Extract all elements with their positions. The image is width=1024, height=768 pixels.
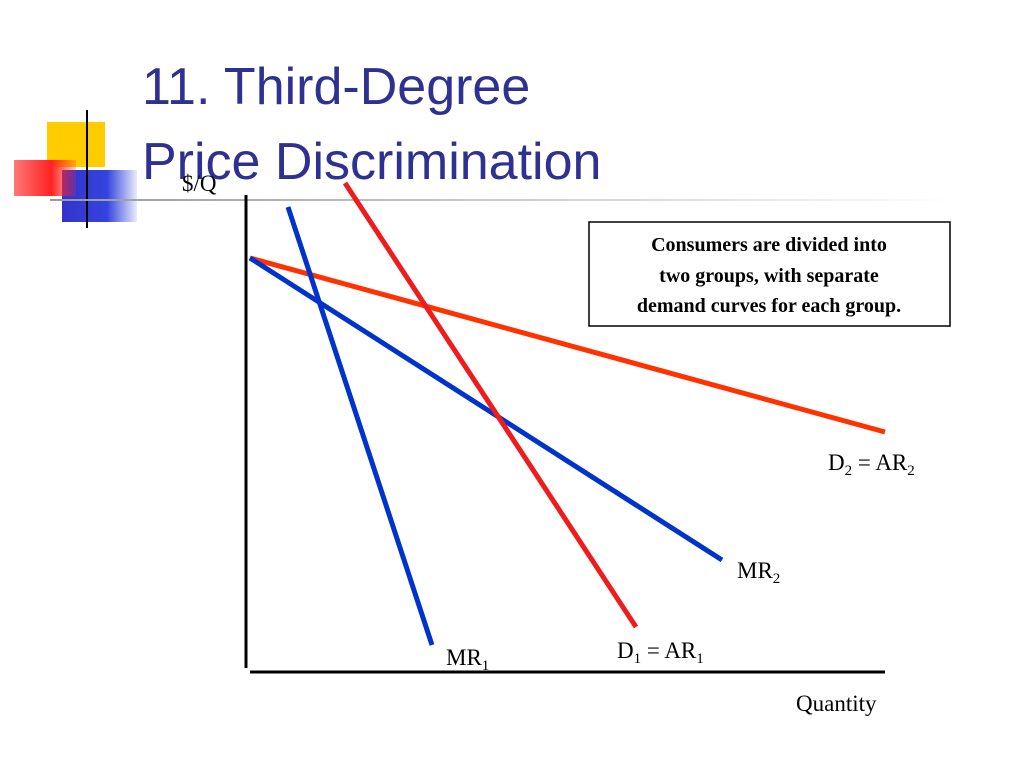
y-axis-label: $/Q (182, 171, 217, 196)
title: Price Discrimination (142, 133, 601, 191)
label-subscript: 1 (696, 651, 704, 667)
label-subscript: 1 (482, 658, 490, 674)
note-box (588, 221, 951, 327)
curve-label: D2 = AR2 (828, 450, 915, 479)
label-subscript: 1 (634, 651, 642, 667)
curve-label: MR1 (446, 645, 489, 674)
x-axis-label: Quantity (796, 691, 877, 716)
note-line: demand curves for each group. (637, 295, 901, 317)
note-line: two groups, with separate (659, 265, 879, 287)
mr1-curve (285, 206, 435, 646)
label-text: MR (446, 645, 482, 670)
label-text: D (617, 638, 634, 663)
label-subscript: 2 (845, 463, 853, 479)
label-text: = AR (641, 638, 697, 663)
title: 11. Third-Degree (142, 58, 530, 116)
curve-label: MR2 (737, 558, 780, 587)
d1-curve (342, 181, 639, 629)
note-line: Consumers are divided into (651, 234, 887, 256)
curve-label: D1 = AR1 (617, 638, 704, 667)
decoration (14, 110, 960, 228)
mr2-curve (248, 255, 724, 563)
label-text: = AR (852, 450, 908, 475)
label-subscript: 2 (907, 463, 915, 479)
label-subscript: 2 (773, 571, 781, 587)
d2-curve (249, 255, 886, 435)
label-text: MR (737, 558, 773, 583)
label-text: D (828, 450, 845, 475)
